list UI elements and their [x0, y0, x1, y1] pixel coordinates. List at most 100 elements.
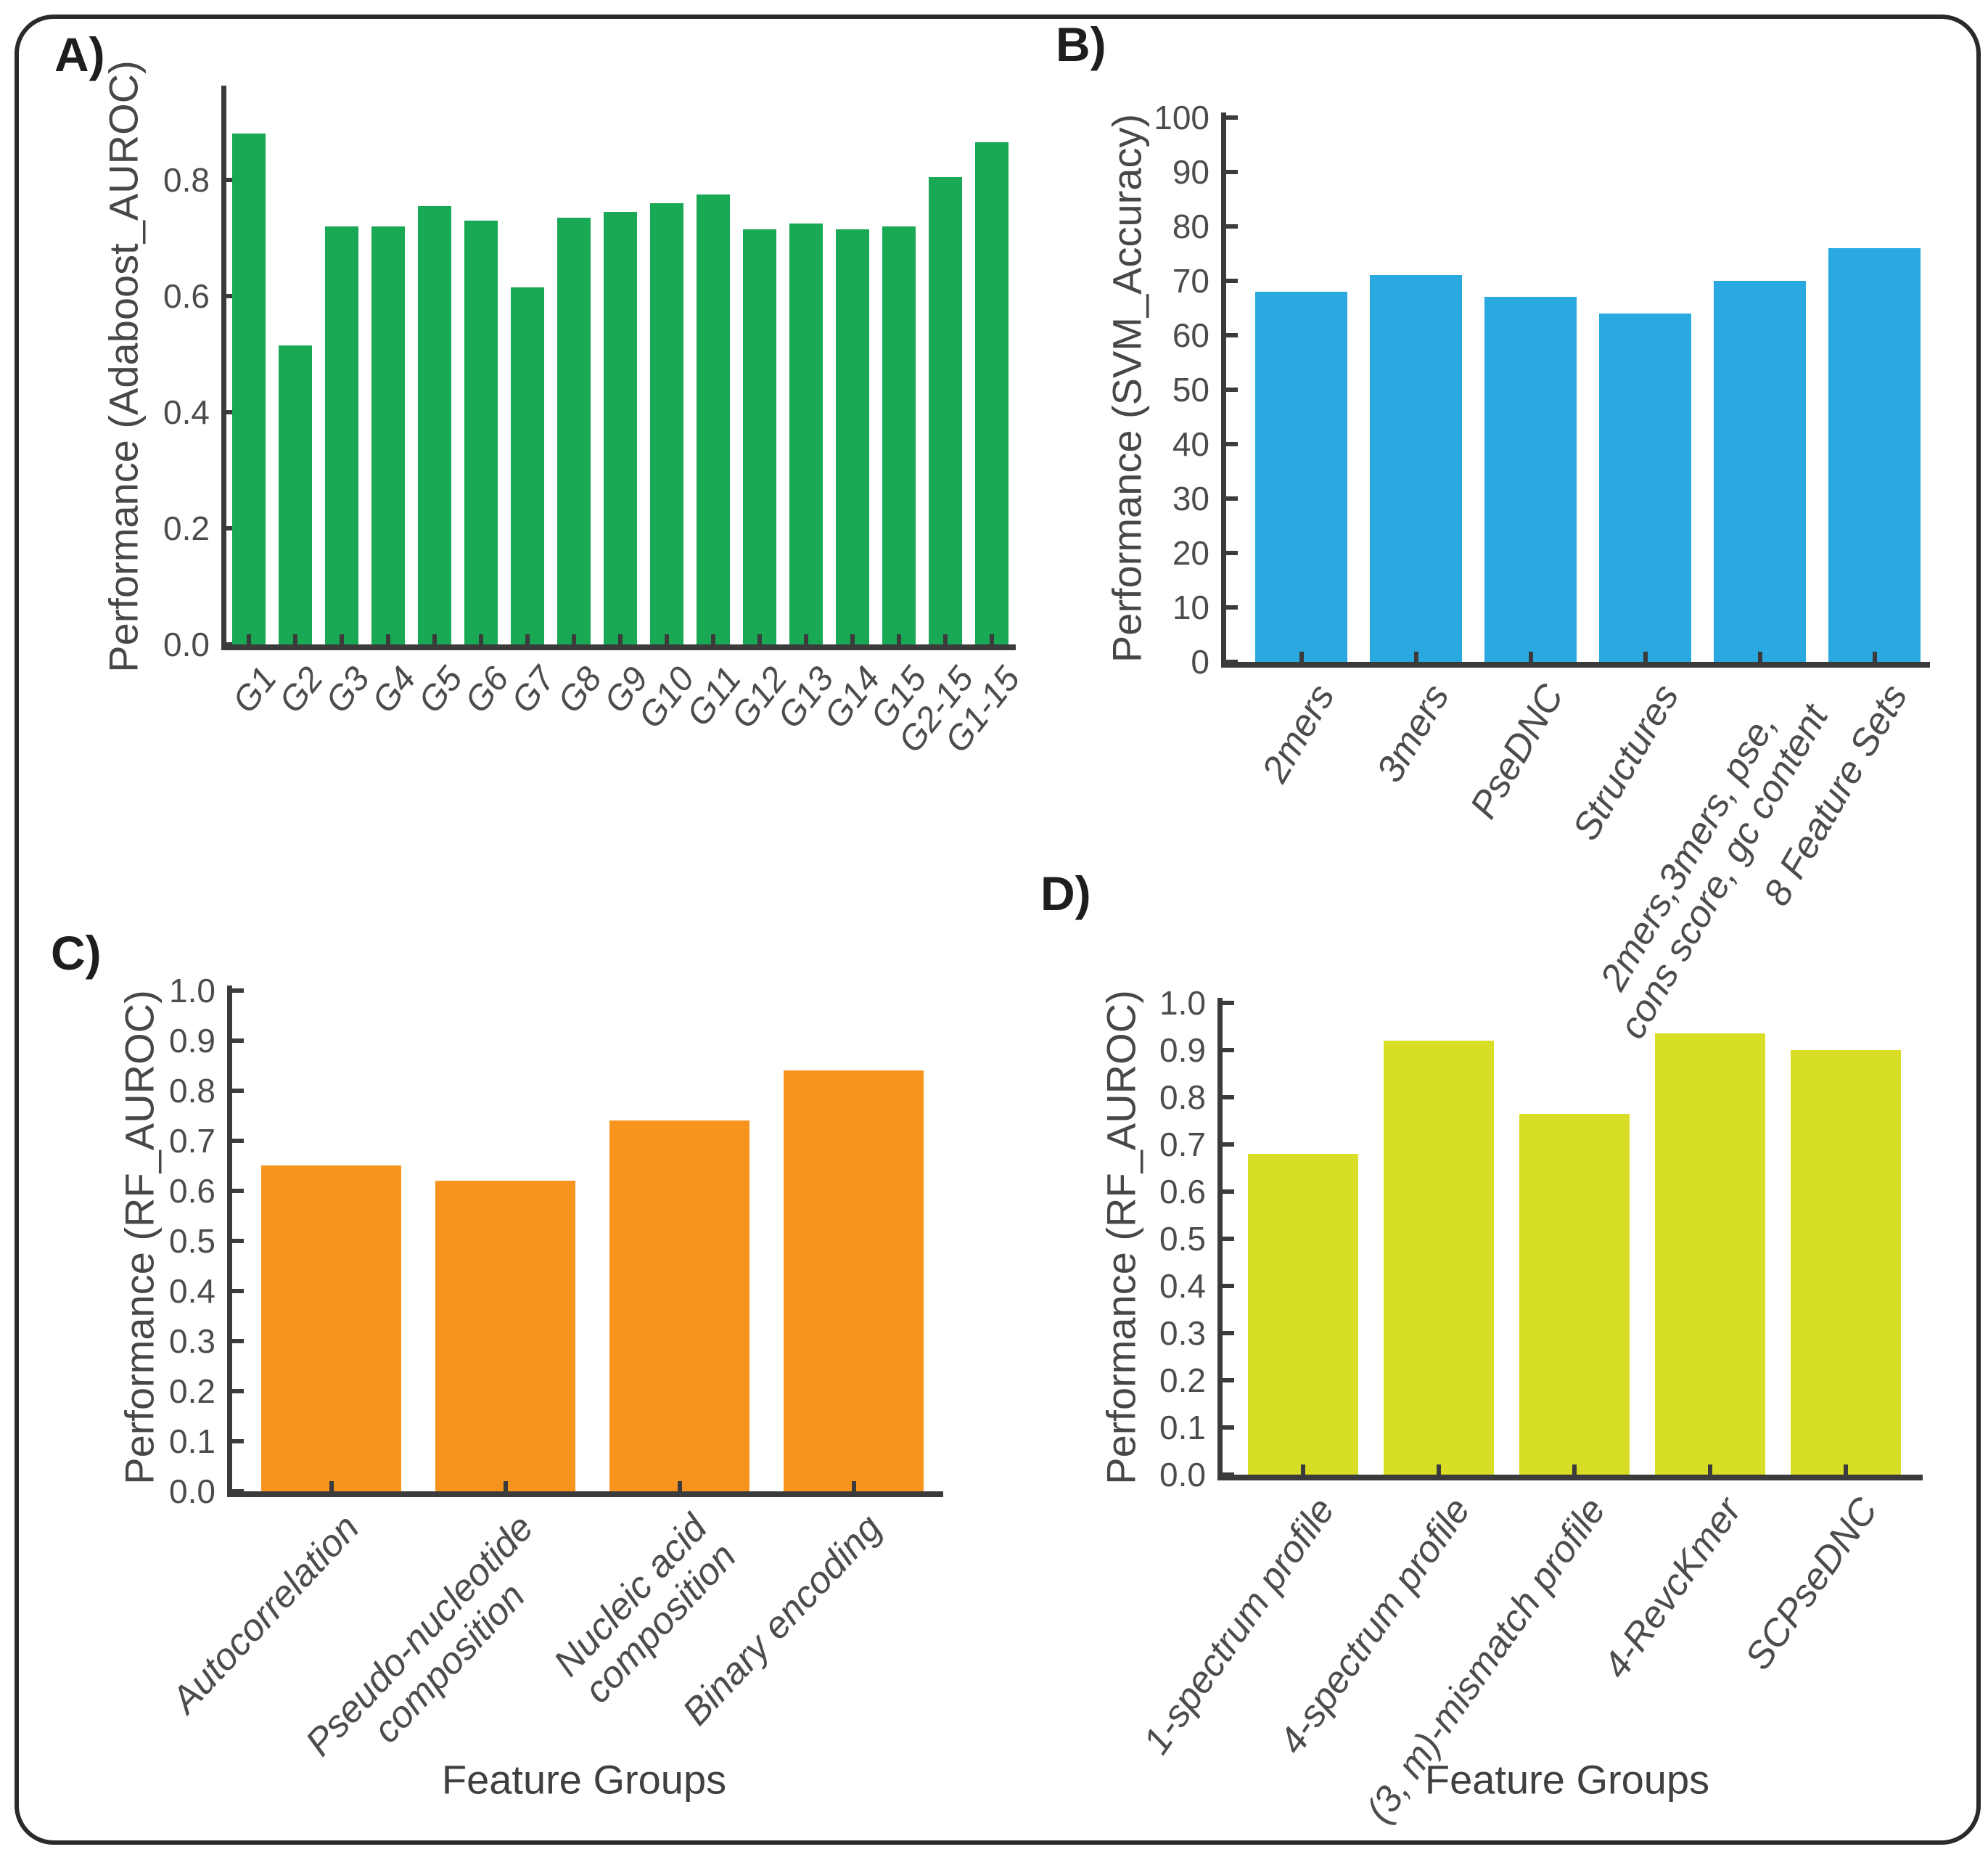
y-tick-label: 0.9	[169, 1022, 215, 1060]
y-tick-label: 0.5	[169, 1222, 215, 1260]
y-tick-label: 0.4	[169, 1272, 215, 1310]
y-tick-mark	[1223, 1048, 1234, 1052]
y-tick-mark	[1223, 1237, 1234, 1241]
y-tick-label: 0.1	[1159, 1409, 1206, 1446]
x-axis-line	[1217, 1475, 1923, 1480]
bar	[1655, 1033, 1765, 1475]
y-tick-mark	[1226, 333, 1238, 337]
y-tick-label: 0.3	[1159, 1314, 1206, 1352]
bar	[1791, 1050, 1901, 1475]
y-tick-label: 0.4	[1159, 1267, 1206, 1305]
x-tick-mark	[897, 634, 901, 644]
y-tick-mark	[1223, 1095, 1234, 1099]
bar	[279, 345, 312, 644]
bar	[511, 287, 544, 644]
y-tick-label: 10	[1172, 589, 1209, 626]
y-tick-mark	[1223, 1472, 1234, 1477]
x-tick-mark	[1708, 1464, 1712, 1475]
y-tick-label: 0.8	[163, 161, 210, 199]
y-tick-label: 0	[1191, 643, 1209, 681]
y-tick-mark	[1223, 1425, 1234, 1430]
bar	[435, 1181, 575, 1491]
x-tick-mark	[572, 634, 576, 644]
x-axis-line	[227, 1491, 943, 1497]
x-tick-mark	[1572, 1464, 1577, 1475]
y-tick-mark	[226, 642, 238, 647]
figure-border	[15, 15, 1981, 1845]
y-tick-label: 0.6	[169, 1172, 215, 1210]
y-tick-mark	[232, 1139, 244, 1143]
bar	[836, 229, 869, 644]
y-tick-label: 0.4	[163, 393, 210, 431]
y-tick-label: 0.2	[163, 509, 210, 547]
bar	[1255, 292, 1347, 662]
y-tick-label: 100	[1154, 99, 1209, 136]
bar	[1370, 275, 1462, 662]
x-axis-title-d: Feature Groups	[1424, 1756, 1710, 1803]
y-tick-label: 0.1	[169, 1422, 215, 1460]
x-tick-mark	[329, 1481, 334, 1491]
y-axis-line	[227, 986, 232, 1497]
y-tick-mark	[1226, 496, 1238, 501]
x-tick-mark	[943, 634, 948, 644]
y-tick-label: 80	[1172, 208, 1209, 245]
bar	[1248, 1154, 1358, 1475]
y-tick-mark	[1223, 1378, 1234, 1382]
y-tick-mark	[1223, 1189, 1234, 1194]
x-tick-mark	[1844, 1464, 1848, 1475]
y-tick-mark	[1226, 170, 1238, 174]
y-tick-mark	[232, 1189, 244, 1193]
bar	[650, 203, 683, 644]
y-tick-mark	[1226, 442, 1238, 446]
bar	[418, 206, 451, 644]
bar	[789, 224, 823, 644]
x-tick-mark	[1757, 652, 1762, 662]
y-tick-label: 0.0	[169, 1472, 215, 1510]
y-tick-mark	[232, 1489, 244, 1494]
y-tick-mark	[1226, 551, 1238, 555]
bar	[975, 142, 1009, 644]
bar	[609, 1120, 749, 1491]
bar	[784, 1070, 924, 1491]
x-tick-mark	[757, 634, 762, 644]
x-tick-mark	[247, 634, 251, 644]
x-tick-mark	[293, 634, 297, 644]
x-tick-mark	[1643, 652, 1648, 662]
y-tick-mark	[232, 1289, 244, 1293]
x-axis-line	[1221, 662, 1930, 668]
bar	[1484, 297, 1577, 662]
x-tick-mark	[804, 634, 808, 644]
x-tick-mark	[665, 634, 669, 644]
panel-letter-b: B)	[1056, 17, 1106, 71]
y-tick-label: 0.6	[163, 277, 210, 315]
y-tick-label: 1.0	[1159, 984, 1206, 1022]
y-tick-label: 60	[1172, 316, 1209, 354]
bar	[1828, 248, 1921, 662]
bar	[1384, 1041, 1494, 1475]
x-tick-mark	[479, 634, 483, 644]
y-tick-mark	[1226, 660, 1238, 664]
y-tick-mark	[1223, 1001, 1234, 1005]
x-tick-mark	[525, 634, 530, 644]
bar	[371, 226, 405, 644]
y-tick-label: 20	[1172, 534, 1209, 572]
y-tick-mark	[1226, 115, 1238, 120]
x-tick-mark	[1299, 652, 1304, 662]
y-tick-mark	[1223, 1331, 1234, 1335]
x-axis-title-c: Feature Groups	[441, 1756, 727, 1803]
y-tick-label: 0.0	[1159, 1456, 1206, 1494]
x-tick-mark	[1872, 652, 1877, 662]
x-tick-mark	[990, 634, 994, 644]
y-tick-label: 70	[1172, 262, 1209, 300]
y-tick-label: 1.0	[169, 972, 215, 1009]
x-tick-mark	[340, 634, 344, 644]
y-tick-label: 0.3	[169, 1322, 215, 1360]
y-tick-label: 0.0	[163, 626, 210, 663]
bar	[697, 194, 730, 644]
y-tick-mark	[232, 988, 244, 993]
y-axis-line	[1221, 112, 1226, 668]
panel-letter-c: C)	[51, 926, 102, 980]
bar	[232, 134, 266, 644]
x-tick-mark	[386, 634, 390, 644]
y-tick-mark	[1226, 605, 1238, 610]
